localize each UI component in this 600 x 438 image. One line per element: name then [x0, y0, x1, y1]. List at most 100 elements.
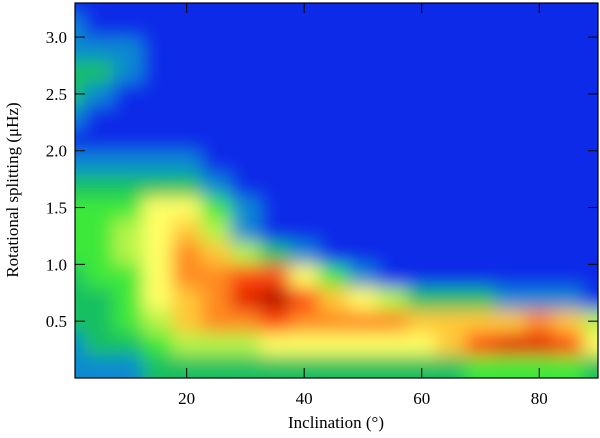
contour-cell	[83, 218, 114, 243]
contour-cell	[201, 196, 232, 220]
contour-cell	[436, 82, 467, 106]
contour-cell	[113, 218, 144, 243]
contour-cell	[113, 264, 144, 288]
contour-cell	[436, 14, 467, 38]
contour-cell	[230, 37, 261, 61]
contour-cell	[83, 287, 114, 311]
contour-cell	[436, 105, 467, 129]
contour-cell	[348, 59, 379, 84]
contour-cell	[495, 196, 526, 220]
contour-cell	[289, 332, 320, 356]
contour-cell	[260, 287, 290, 311]
contour-cell	[201, 150, 232, 174]
contour-cell	[142, 173, 173, 197]
contour-cell	[524, 332, 555, 356]
contour-cell	[465, 173, 496, 197]
contour-cell	[171, 105, 202, 129]
contour-cell	[436, 3, 467, 15]
contour-cell	[524, 128, 555, 152]
contour-cell	[142, 309, 173, 334]
contour-cell	[289, 218, 320, 243]
contour-cell	[348, 105, 379, 129]
contour-cell	[113, 37, 144, 61]
contour-cell	[142, 150, 173, 174]
contour-cell	[230, 59, 261, 84]
contour-cell	[407, 241, 437, 265]
contour-cell	[230, 218, 261, 243]
contour-cell	[553, 105, 584, 129]
contour-cell	[75, 287, 85, 311]
contour-cell	[83, 309, 114, 334]
contour-cell	[348, 3, 379, 15]
contour-cell	[524, 287, 555, 311]
contour-cell	[465, 37, 496, 61]
contour-cell	[230, 14, 261, 38]
contour-cell	[436, 59, 467, 84]
x-tick-label: 80	[531, 389, 548, 408]
contour-cell	[113, 309, 144, 334]
contour-cell	[260, 173, 290, 197]
contour-cell	[524, 309, 555, 334]
contour-cell	[495, 82, 526, 106]
contour-cell	[230, 355, 261, 378]
contour-cell	[201, 355, 232, 378]
contour-cell	[260, 37, 290, 61]
contour-cell	[75, 355, 85, 378]
contour-cell	[465, 332, 496, 356]
contour-cell	[436, 150, 467, 174]
contour-cell	[83, 128, 114, 152]
contour-cell	[553, 264, 584, 288]
contour-cell	[377, 150, 408, 174]
axes: 20 40 60 80 0.5 1.0 1.5 2.0 2.5 3.0	[46, 2, 599, 408]
contour-cell	[465, 128, 496, 152]
contour-cell	[465, 287, 496, 311]
contour-cell	[142, 59, 173, 84]
contour-cell	[171, 264, 202, 288]
contour-cell	[201, 105, 232, 129]
contour-cell	[318, 241, 349, 265]
x-tick-label: 60	[413, 389, 430, 408]
contour-cell	[113, 14, 144, 38]
contour-cell	[171, 173, 202, 197]
contour-cell	[553, 309, 584, 334]
contour-cell	[171, 332, 202, 356]
plot-area	[75, 3, 598, 378]
contour-cell	[142, 82, 173, 106]
contour-cell	[377, 3, 408, 15]
contour-cell	[83, 82, 114, 106]
contour-cell	[113, 82, 144, 106]
contour-cell	[407, 218, 437, 243]
contour-cell	[377, 59, 408, 84]
contour-cell	[407, 287, 437, 311]
contour-cell	[230, 332, 261, 356]
contour-cell	[407, 14, 437, 38]
contour-cell	[465, 355, 496, 378]
contour-cell	[289, 37, 320, 61]
contour-cell	[289, 14, 320, 38]
contour-cell	[113, 173, 144, 197]
contour-cell	[553, 82, 584, 106]
contour-cell	[260, 128, 290, 152]
contour-cell	[142, 241, 173, 265]
contour-cell	[495, 3, 526, 15]
contour-cell	[553, 3, 584, 15]
contour-cell	[230, 196, 261, 220]
contour-cell	[289, 196, 320, 220]
contour-cell	[260, 3, 290, 15]
contour-cell	[171, 241, 202, 265]
contour-cell	[318, 82, 349, 106]
contour-cell	[201, 332, 232, 356]
contour-cell	[113, 332, 144, 356]
contour-cell	[83, 105, 114, 129]
contour-cell	[318, 128, 349, 152]
contour-cell	[289, 150, 320, 174]
contour-cell	[407, 59, 437, 84]
contour-cell	[436, 128, 467, 152]
contour-cell	[495, 105, 526, 129]
contour-cell	[553, 332, 584, 356]
contour-cell	[83, 355, 114, 378]
contour-cell	[495, 128, 526, 152]
contour-cell	[377, 82, 408, 106]
contour-cell	[75, 37, 85, 61]
